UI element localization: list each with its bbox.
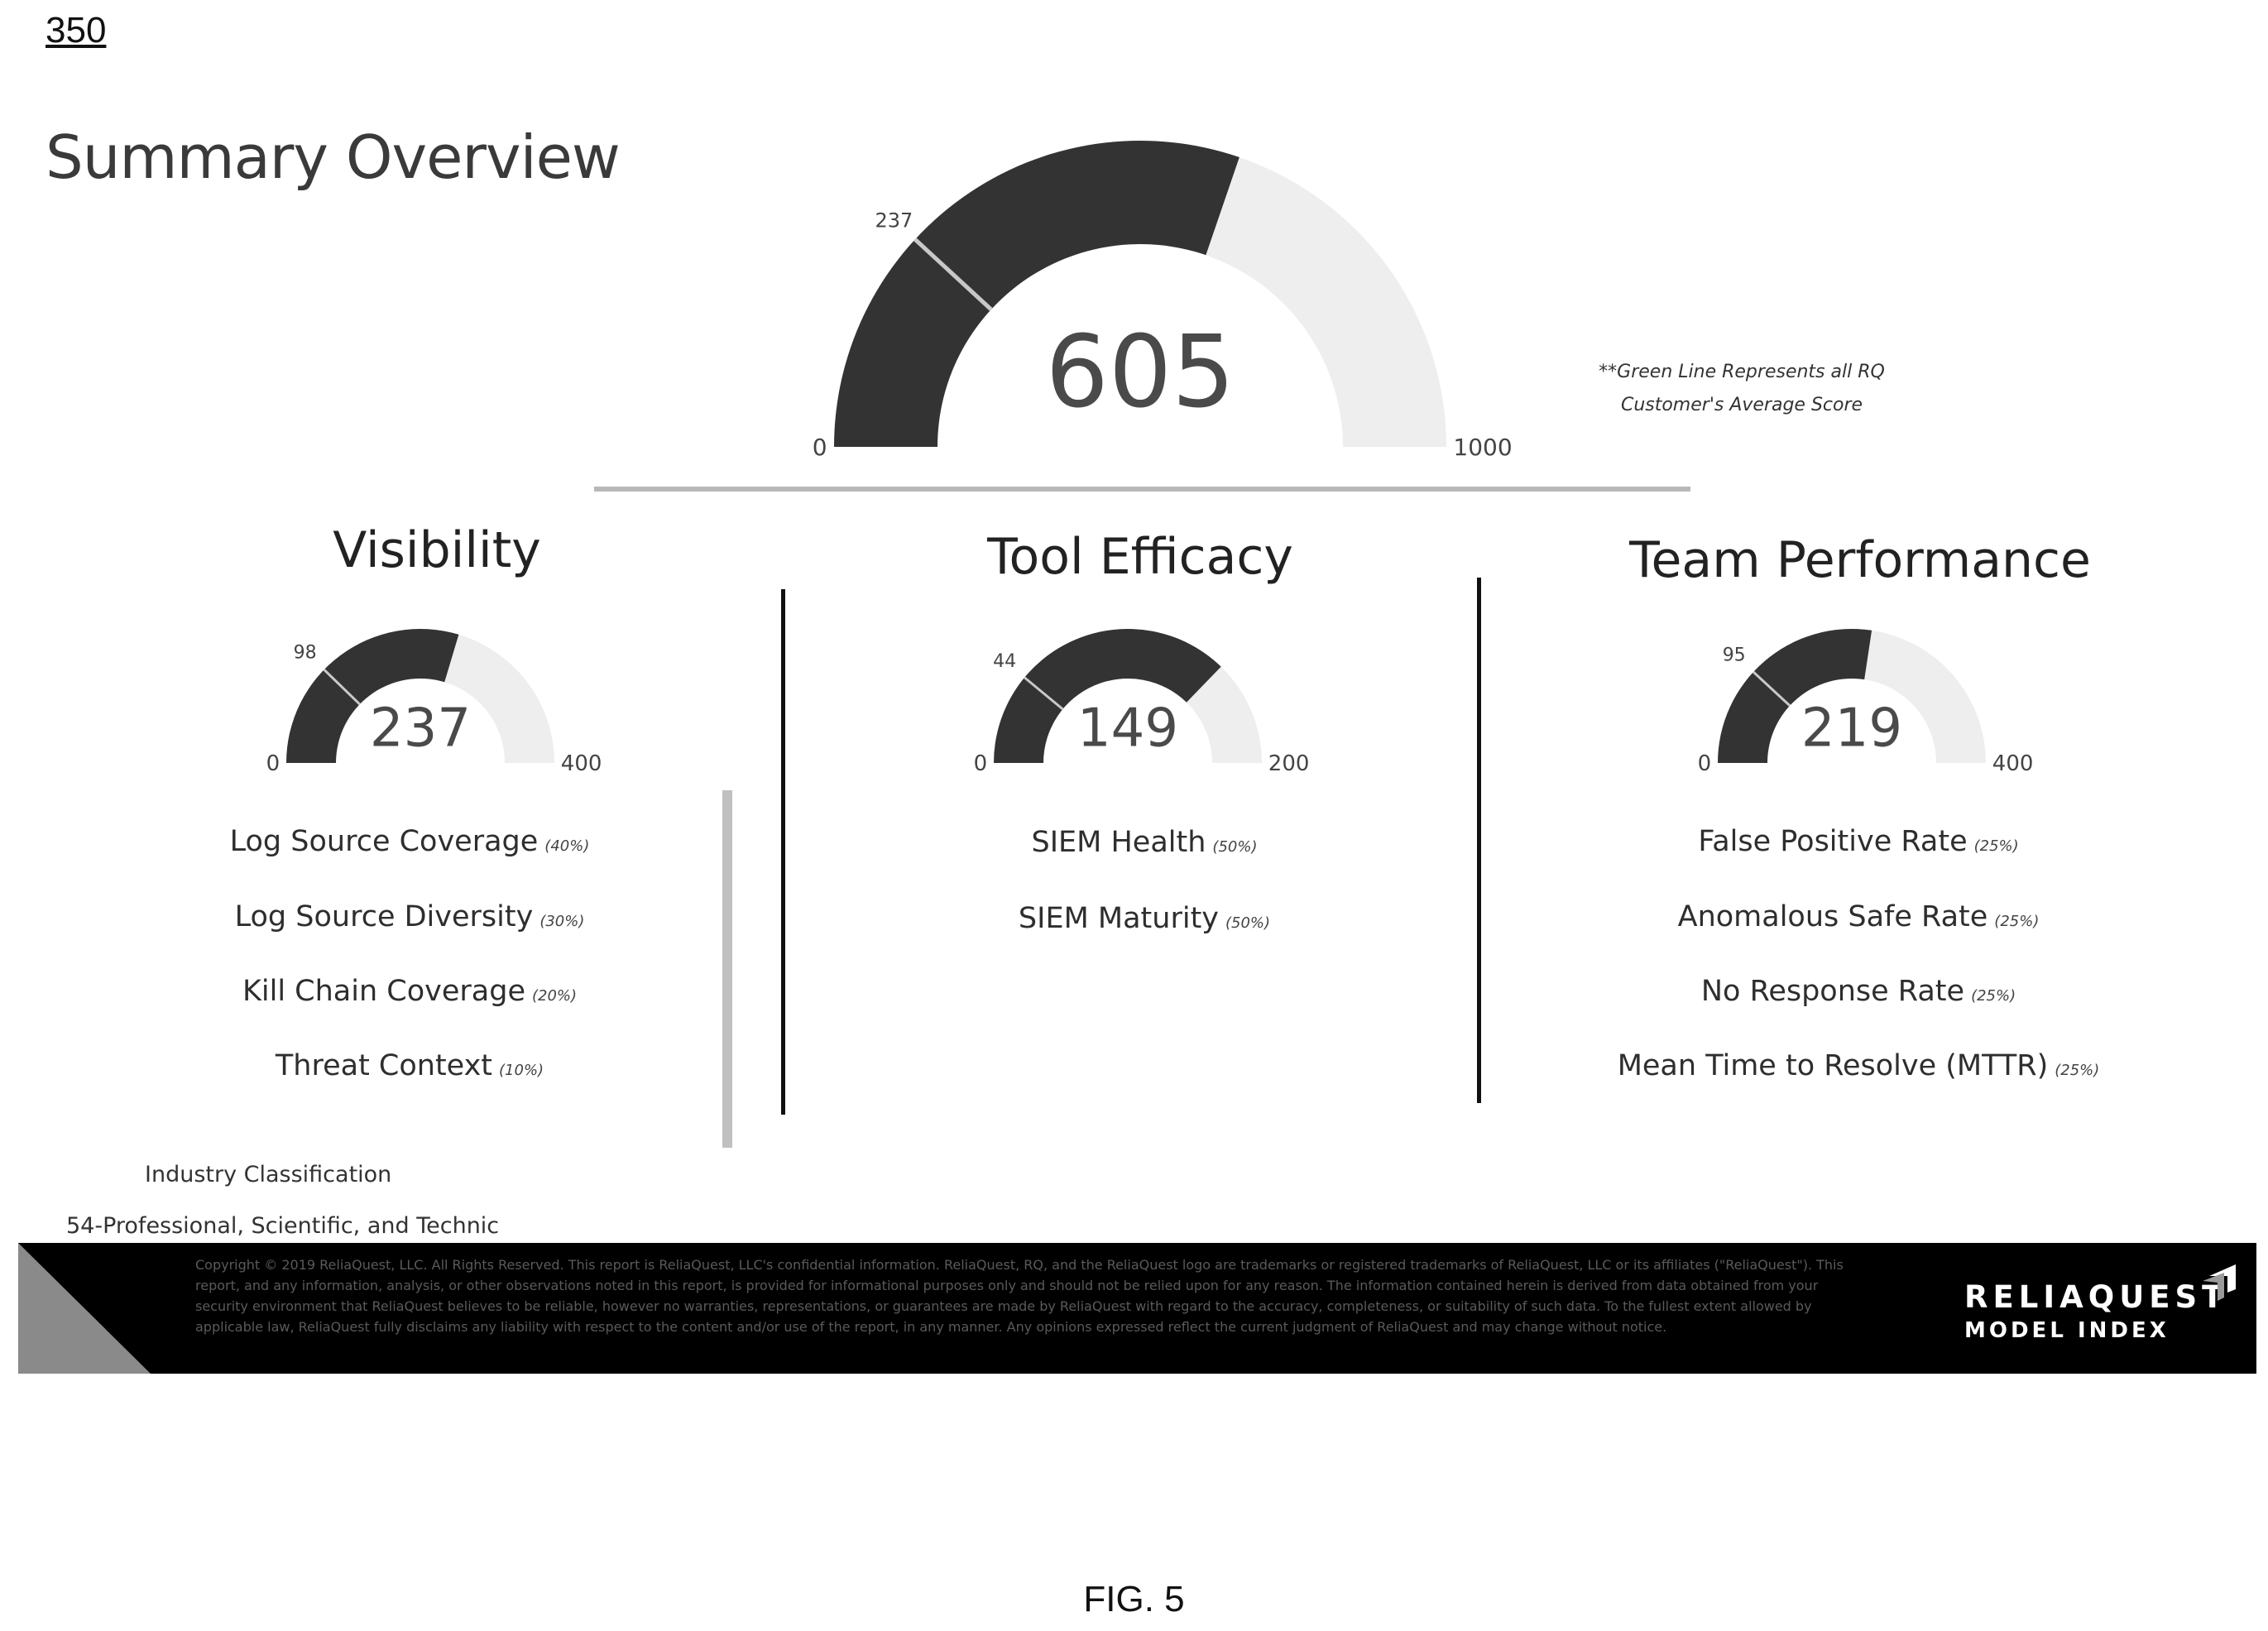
- gauge-min-label: 0: [974, 751, 988, 776]
- metric-label: Log Source Diversity: [234, 900, 534, 933]
- gauge-marker-label: 237: [875, 209, 913, 233]
- industry-classification-label: Industry Classification: [145, 1162, 392, 1187]
- metric-label: SIEM Maturity: [1018, 902, 1219, 935]
- gauge-fill: [994, 629, 1221, 763]
- footer-corner-triangle: [18, 1243, 151, 1374]
- page-title: Summary Overview: [46, 122, 621, 192]
- gauge-max-label: 200: [1268, 751, 1310, 776]
- metric-log-source-diversity: Log Source Diversity (30%): [37, 900, 782, 933]
- gauge-min-label: 0: [266, 751, 281, 776]
- brand-logo: RELIAQUEST MODEL INDEX: [1964, 1279, 2227, 1343]
- section-title-team-performance: Team Performance: [1629, 531, 2091, 589]
- metric-label: Mean Time to Resolve (MTTR): [1617, 1049, 2049, 1082]
- gauge-max-label: 1000: [1453, 434, 1512, 461]
- metric-label: Anomalous Safe Rate: [1677, 900, 1988, 933]
- gauge-average-marker: [1024, 676, 1064, 711]
- section-divider: [594, 487, 1690, 492]
- metric-no-response-rate: No Response Rate (25%): [1486, 975, 2231, 1008]
- metric-weight: (50%): [1225, 914, 1271, 932]
- metric-label: No Response Rate: [1700, 975, 1965, 1008]
- metric-weight: (25%): [1973, 837, 2019, 855]
- gauge-average-marker: [1753, 670, 1791, 707]
- average-score-note: **Green Line Represents all RQ Customer'…: [1599, 362, 1885, 415]
- copyright-notice: Copyright © 2019 ReliaQuest, LLC. All Ri…: [195, 1257, 1844, 1335]
- gauge-score: 605: [1045, 315, 1235, 430]
- visibility-scroll-divider: [722, 790, 732, 1148]
- metric-label: Kill Chain Coverage: [242, 975, 525, 1008]
- gauge-fill: [286, 628, 459, 763]
- section-title-tool-efficacy: Tool Efficacy: [987, 528, 1293, 586]
- figure-number: 350: [46, 10, 107, 50]
- column-divider-right: [1477, 578, 1481, 1103]
- gauge-average-marker: [913, 237, 993, 311]
- column-divider-left: [781, 589, 785, 1115]
- metric-siem-health: SIEM Health (50%): [772, 826, 1517, 859]
- metric-label: Log Source Coverage: [229, 825, 539, 858]
- gauge-marker-label: 98: [294, 642, 317, 663]
- brand-mark-icon: [2203, 1264, 2236, 1301]
- gauge-score: 237: [370, 698, 471, 760]
- gauge-marker-label: 44: [993, 651, 1016, 672]
- metric-weight: (25%): [1971, 987, 2016, 1005]
- metric-log-source-coverage: Log Source Coverage (40%): [37, 825, 782, 858]
- gauge-max-label: 400: [561, 751, 602, 776]
- brand-subtitle: MODEL INDEX: [1964, 1318, 2170, 1343]
- gauge-score: 149: [1077, 698, 1178, 760]
- footer-banner: Copyright © 2019 ReliaQuest, LLC. All Ri…: [18, 1243, 2256, 1374]
- metric-false-positive-rate: False Positive Rate (25%): [1486, 825, 2231, 858]
- metric-mttr: Mean Time to Resolve (MTTR) (25%): [1486, 1049, 2231, 1082]
- metric-label: False Positive Rate: [1698, 825, 1968, 858]
- metric-weight: (30%): [539, 913, 585, 930]
- figure-caption: FIG. 5: [1083, 1579, 1185, 1619]
- gauge-fill: [834, 141, 1239, 447]
- metric-threat-context: Threat Context (10%): [37, 1049, 782, 1082]
- brand-name: RELIAQUEST: [1964, 1279, 2228, 1315]
- metric-weight: (25%): [2055, 1062, 2100, 1079]
- gauge-average-marker: [323, 669, 361, 706]
- metric-weight: (25%): [1994, 913, 2040, 930]
- industry-classification-value: 54-Professional, Scientific, and Technic: [66, 1213, 500, 1239]
- metric-weight: (10%): [499, 1062, 544, 1079]
- metric-weight: (20%): [531, 987, 578, 1005]
- gauge-min-label: 0: [813, 434, 827, 461]
- metric-kill-chain-coverage: Kill Chain Coverage (20%): [37, 975, 782, 1008]
- gauge-min-label: 0: [1698, 751, 1712, 776]
- metric-weight: (40%): [544, 837, 590, 855]
- metric-label: Threat Context: [275, 1049, 493, 1082]
- gauge-score: 219: [1801, 698, 1902, 760]
- metric-weight: (50%): [1212, 838, 1258, 856]
- section-title-visibility: Visibility: [333, 521, 541, 579]
- metric-siem-maturity: SIEM Maturity (50%): [772, 902, 1517, 935]
- gauge-marker-label: 95: [1723, 645, 1746, 666]
- gauge-fill: [1718, 628, 1872, 763]
- gauge-max-label: 400: [1992, 751, 2034, 776]
- metric-anomalous-safe-rate: Anomalous Safe Rate (25%): [1486, 900, 2231, 933]
- metric-label: SIEM Health: [1031, 826, 1206, 859]
